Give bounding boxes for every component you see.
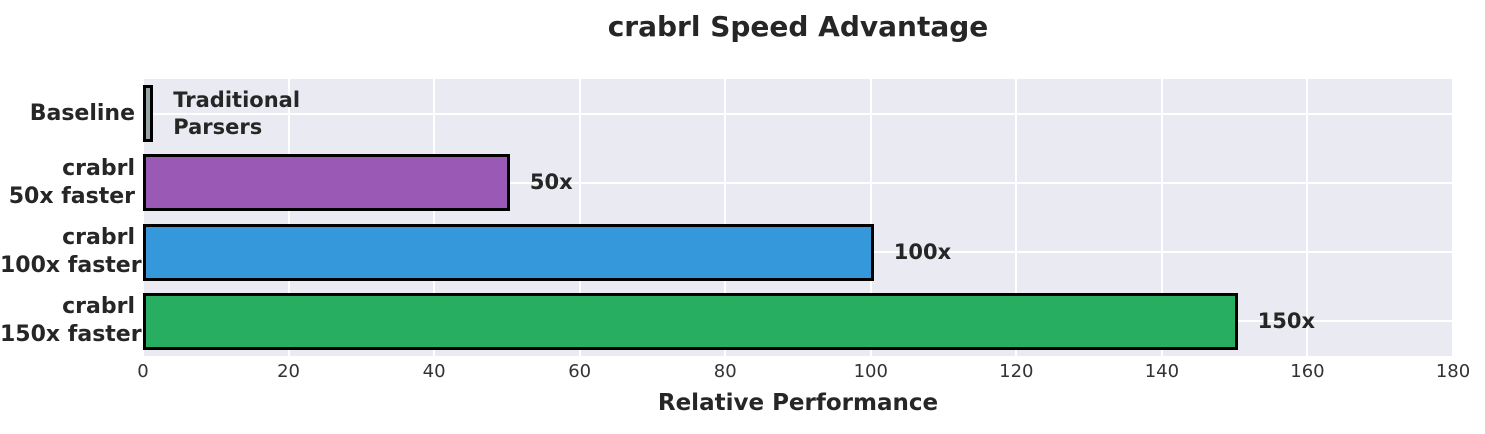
y-tick-label: crabrl 100x faster xyxy=(0,225,142,279)
y-tick-label: crabrl 150x faster xyxy=(0,294,142,348)
grid-line-vertical xyxy=(1160,79,1163,356)
x-tick-label: 180 xyxy=(1435,361,1471,382)
grid-line-vertical xyxy=(433,79,436,356)
x-tick-label: 60 xyxy=(568,361,592,382)
grid-line-vertical xyxy=(1015,79,1018,356)
bar-value-label: 150x xyxy=(1257,308,1316,333)
bar xyxy=(143,85,154,143)
bar xyxy=(143,292,1238,350)
chart-title: crabrl Speed Advantage xyxy=(607,10,989,43)
x-tick-label: 100 xyxy=(853,361,888,382)
grid-line-vertical xyxy=(287,79,290,356)
x-tick-label: 0 xyxy=(137,361,149,382)
x-tick-label: 120 xyxy=(999,361,1034,382)
y-tick-label: crabrl 50x faster xyxy=(8,155,135,209)
bar-value-label: 100x xyxy=(893,239,952,264)
x-tick-label: 80 xyxy=(713,361,737,382)
x-tick-label: 20 xyxy=(277,361,300,382)
grid-line-horizontal xyxy=(143,112,1453,115)
grid-line-vertical xyxy=(1306,79,1309,356)
bar-value-label: Traditional Parsers xyxy=(173,87,301,139)
grid-line-vertical xyxy=(578,79,581,356)
y-tick-label: Baseline xyxy=(29,100,135,126)
grid-line-vertical xyxy=(869,79,872,356)
x-tick-label: 40 xyxy=(422,361,446,382)
bar-value-label: 50x xyxy=(529,170,573,195)
x-tick-label: 140 xyxy=(1144,361,1180,382)
grid-line-horizontal xyxy=(143,181,1453,184)
grid-line-vertical xyxy=(142,79,144,356)
grid-line-vertical xyxy=(1452,79,1454,356)
bar xyxy=(143,154,510,212)
grid-line-vertical xyxy=(724,79,727,356)
bar xyxy=(143,223,874,281)
plot-area: Traditional Parsers 50x 100x 150x xyxy=(142,79,1454,356)
x-tick-label: 160 xyxy=(1290,361,1325,382)
x-axis-title: Relative Performance xyxy=(657,390,939,416)
